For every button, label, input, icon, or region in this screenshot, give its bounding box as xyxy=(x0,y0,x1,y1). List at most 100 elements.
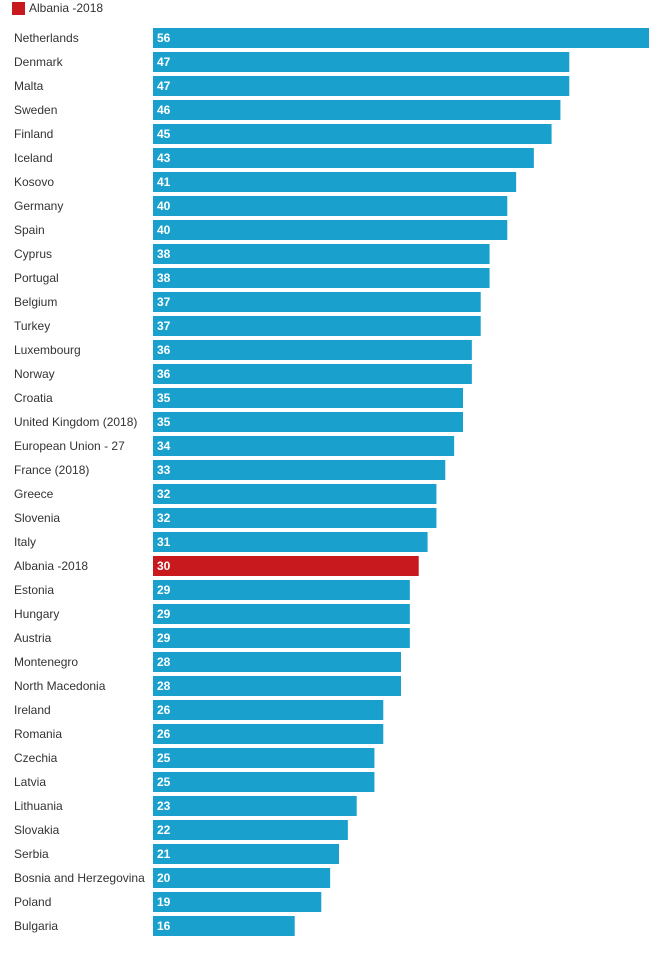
bar xyxy=(153,796,357,816)
value-label: 30 xyxy=(157,559,171,573)
category-label: Lithuania xyxy=(14,799,63,813)
category-label: Luxembourg xyxy=(14,343,81,357)
value-label: 22 xyxy=(157,823,171,837)
bar xyxy=(153,580,410,600)
value-label: 32 xyxy=(157,487,171,501)
bar xyxy=(153,364,472,384)
bar xyxy=(153,844,339,864)
bar xyxy=(153,292,481,312)
value-label: 36 xyxy=(157,343,171,357)
bar xyxy=(153,892,322,912)
value-label: 21 xyxy=(157,847,171,861)
bar xyxy=(153,772,375,792)
value-label: 23 xyxy=(157,799,171,813)
category-label: France (2018) xyxy=(14,463,89,477)
category-label: Portugal xyxy=(14,271,59,285)
category-label: Albania -2018 xyxy=(14,559,88,573)
category-label: Ireland xyxy=(14,703,51,717)
value-label: 28 xyxy=(157,679,171,693)
category-label: Norway xyxy=(14,367,55,381)
legend-label: Albania -2018 xyxy=(29,1,104,15)
category-label: Sweden xyxy=(14,103,57,117)
value-label: 36 xyxy=(157,367,171,381)
value-label: 40 xyxy=(157,199,171,213)
value-label: 38 xyxy=(157,271,171,285)
category-label: Germany xyxy=(14,199,63,213)
value-label: 26 xyxy=(157,703,171,717)
bar xyxy=(153,388,463,408)
value-label: 37 xyxy=(157,319,171,333)
value-label: 40 xyxy=(157,223,171,237)
value-label: 20 xyxy=(157,871,171,885)
category-label: Malta xyxy=(14,79,44,93)
bar xyxy=(153,508,437,528)
value-label: 33 xyxy=(157,463,171,477)
category-label: Bosnia and Herzegovina xyxy=(14,871,145,885)
value-label: 32 xyxy=(157,511,171,525)
value-label: 19 xyxy=(157,895,171,909)
category-label: Croatia xyxy=(14,391,53,405)
value-label: 38 xyxy=(157,247,171,261)
bar xyxy=(153,916,295,936)
category-label: Denmark xyxy=(14,55,64,69)
category-label: Bulgaria xyxy=(14,919,58,933)
category-label: Austria xyxy=(14,631,52,645)
category-label: Greece xyxy=(14,487,54,501)
bar xyxy=(153,604,410,624)
value-label: 47 xyxy=(157,79,171,93)
category-label: European Union - 27 xyxy=(14,439,125,453)
bar xyxy=(153,532,428,552)
category-label: Serbia xyxy=(14,847,49,861)
category-label: Spain xyxy=(14,223,45,237)
bar xyxy=(153,52,570,72)
category-label: Latvia xyxy=(14,775,46,789)
bar xyxy=(153,196,508,216)
value-label: 29 xyxy=(157,583,171,597)
value-label: 35 xyxy=(157,391,171,405)
bar xyxy=(153,340,472,360)
category-label: Italy xyxy=(14,535,36,549)
category-label: Czechia xyxy=(14,751,58,765)
value-label: 43 xyxy=(157,151,171,165)
value-label: 29 xyxy=(157,631,171,645)
value-label: 29 xyxy=(157,607,171,621)
bar xyxy=(153,460,446,480)
bar xyxy=(153,700,384,720)
bar xyxy=(153,220,508,240)
category-label: Finland xyxy=(14,127,53,141)
bar xyxy=(153,868,331,888)
category-label: Cyprus xyxy=(14,247,52,261)
bar xyxy=(153,148,534,168)
value-label: 41 xyxy=(157,175,171,189)
category-label: Estonia xyxy=(14,583,54,597)
category-label: Turkey xyxy=(14,319,50,333)
bar xyxy=(153,76,570,96)
bar xyxy=(153,820,348,840)
bar xyxy=(153,748,375,768)
bar xyxy=(153,100,561,120)
bar xyxy=(153,316,481,336)
value-label: 25 xyxy=(157,751,171,765)
category-label: United Kingdom (2018) xyxy=(14,415,137,429)
value-label: 16 xyxy=(157,919,171,933)
bar xyxy=(153,172,517,192)
bar xyxy=(153,412,463,432)
category-label: Slovakia xyxy=(14,823,60,837)
bar xyxy=(153,244,490,264)
category-label: North Macedonia xyxy=(14,679,106,693)
value-label: 31 xyxy=(157,535,171,549)
bar xyxy=(153,652,401,672)
category-label: Slovenia xyxy=(14,511,60,525)
bar xyxy=(153,436,455,456)
category-label: Belgium xyxy=(14,295,57,309)
bar xyxy=(153,628,410,648)
value-label: 25 xyxy=(157,775,171,789)
bar-highlight xyxy=(153,556,419,576)
bar xyxy=(153,268,490,288)
value-label: 47 xyxy=(157,55,171,69)
value-label: 35 xyxy=(157,415,171,429)
category-label: Poland xyxy=(14,895,51,909)
value-label: 45 xyxy=(157,127,171,141)
value-label: 56 xyxy=(157,31,171,45)
